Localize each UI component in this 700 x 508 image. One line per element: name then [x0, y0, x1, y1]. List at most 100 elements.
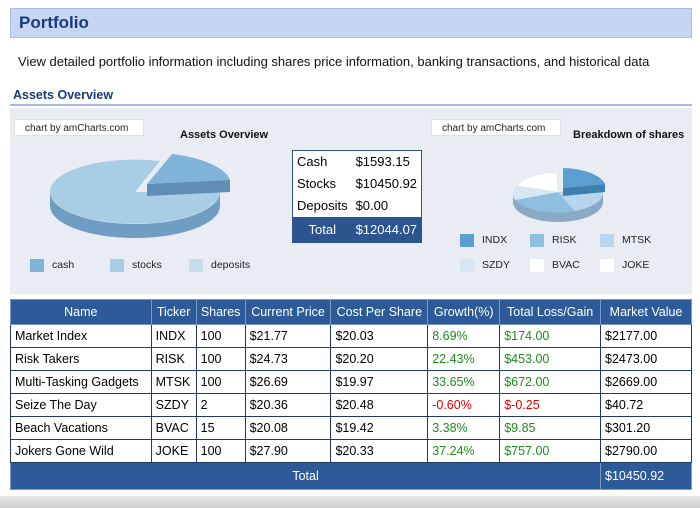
column-header-market-value[interactable]: Market Value	[600, 299, 692, 325]
summary-row: Deposits $0.00	[293, 195, 422, 217]
pie-slice-mtsk[interactable]	[558, 192, 604, 211]
column-header-cost-per-share[interactable]: Cost Per Share	[330, 299, 429, 325]
column-header-total-loss-gain[interactable]: Total Loss/Gain	[499, 299, 602, 325]
summary-value: $10450.92	[355, 176, 418, 191]
page-description: View detailed portfolio information incl…	[18, 54, 650, 69]
pie-slice-indx[interactable]	[563, 168, 605, 188]
table-row[interactable]: Jokers Gone Wild JOKE 100 $27.90 $20.33 …	[10, 439, 692, 463]
cell-growth: 33.65%	[427, 370, 501, 394]
pie-slice-stocks[interactable]	[50, 159, 220, 224]
column-header-ticker[interactable]: Ticker	[150, 299, 197, 325]
table-row[interactable]: Risk Takers RISK 100 $24.73 $20.20 22.43…	[10, 347, 692, 371]
column-header-name[interactable]: Name	[10, 299, 152, 325]
cell-market-value: $2177.00	[600, 324, 692, 348]
cell-market-value: $2669.00	[600, 370, 692, 394]
pie-slice-cash[interactable]	[147, 154, 230, 184]
cell-shares: 2	[195, 393, 246, 417]
cell-shares: 100	[195, 439, 246, 463]
cell-gain: $453.00	[499, 347, 602, 371]
page-title: Portfolio	[19, 13, 89, 32]
legend-cash: cash	[30, 258, 74, 272]
cell-market-value: $301.20	[600, 416, 692, 440]
chart-credit-link[interactable]: chart by amCharts.com	[14, 119, 144, 136]
legend-indx: INDX	[460, 233, 507, 247]
legend-swatch	[530, 258, 544, 272]
section-title: Assets Overview	[13, 88, 114, 102]
pie-slice-szdy[interactable]	[513, 186, 558, 200]
cell-ticker: RISK	[150, 347, 197, 371]
cell-cost: $20.48	[330, 393, 429, 417]
cell-price: $21.77	[244, 324, 332, 348]
summary-row: Stocks $10450.92	[293, 173, 422, 195]
legend-deposits: deposits	[189, 258, 250, 272]
table-header-row: Name Ticker Shares Current Price Cost Pe…	[10, 299, 692, 325]
cell-price: $20.36	[244, 393, 332, 417]
chart-credit-link[interactable]: chart by amCharts.com	[431, 119, 561, 136]
table-row[interactable]: Beach Vacations BVAC 15 $20.08 $19.42 3.…	[10, 416, 692, 440]
column-header-growth[interactable]: Growth(%)	[427, 299, 501, 325]
assets-summary-table: Cash $1593.15 Stocks $10450.92 Deposits …	[292, 150, 423, 243]
cell-cost: $20.03	[330, 324, 429, 348]
legend-swatch	[30, 258, 44, 272]
legend-bvac: BVAC	[530, 258, 580, 272]
assets-chart-title: Assets Overview	[180, 129, 269, 141]
pie-slice-risk[interactable]	[515, 192, 575, 213]
legend-swatch	[189, 258, 203, 272]
cell-price: $27.90	[244, 439, 332, 463]
shares-chart-title: Breakdown of shares	[573, 129, 685, 141]
cell-market-value: $2790.00	[600, 439, 692, 463]
legend-swatch	[530, 233, 544, 247]
cell-growth: 37.24%	[427, 439, 501, 463]
cell-gain: $174.00	[499, 324, 602, 348]
cell-growth: 3.38%	[427, 416, 501, 440]
cell-ticker: BVAC	[150, 416, 197, 440]
cell-shares: 100	[195, 370, 246, 394]
cell-price: $20.08	[244, 416, 332, 440]
cell-market-value: $40.72	[600, 393, 692, 417]
total-label: Total	[9, 462, 602, 490]
legend-swatch	[600, 233, 614, 247]
summary-row: Cash $1593.15	[293, 151, 422, 173]
legend-swatch	[460, 233, 474, 247]
total-market-value: $10450.92	[600, 462, 692, 490]
summary-value: $0.00	[355, 198, 389, 213]
cell-gain: $-0.25	[499, 393, 602, 417]
cell-shares: 100	[195, 324, 246, 348]
cell-name: Risk Takers	[10, 347, 152, 371]
cell-gain: $9.85	[499, 416, 602, 440]
pie-side	[513, 192, 603, 222]
summary-total-label: Total	[292, 216, 352, 243]
cell-price: $24.73	[244, 347, 332, 371]
shares-pie-chart	[513, 168, 605, 222]
page-header: Portfolio	[10, 8, 692, 38]
cell-ticker: SZDY	[150, 393, 197, 417]
cell-name: Beach Vacations	[10, 416, 152, 440]
table-row[interactable]: Multi-Tasking Gadgets MTSK 100 $26.69 $1…	[10, 370, 692, 394]
summary-total-value: $12044.07	[351, 216, 422, 243]
legend-swatch	[460, 258, 474, 272]
pie-slice-indx-side	[563, 184, 605, 196]
cell-ticker: INDX	[150, 324, 197, 348]
table-row[interactable]: Market Index INDX 100 $21.77 $20.03 8.69…	[10, 324, 692, 348]
summary-label: Cash	[297, 154, 328, 170]
column-header-current-price[interactable]: Current Price	[244, 299, 332, 325]
pie-slice-cash-side	[147, 180, 230, 196]
legend-swatch	[600, 258, 614, 272]
pie-slice-joke[interactable]	[516, 171, 559, 193]
cell-cost: $19.97	[330, 370, 429, 394]
column-header-shares[interactable]: Shares	[195, 299, 246, 325]
cell-market-value: $2473.00	[600, 347, 692, 371]
cell-ticker: JOKE	[150, 439, 197, 463]
cell-name: Multi-Tasking Gadgets	[10, 370, 152, 394]
cell-growth: -0.60%	[427, 393, 501, 417]
cell-name: Seize The Day	[10, 393, 152, 417]
summary-label: Stocks	[297, 176, 337, 191]
cell-growth: 8.69%	[427, 324, 501, 348]
cell-shares: 15	[195, 416, 246, 440]
holdings-table: Name Ticker Shares Current Price Cost Pe…	[9, 299, 692, 490]
assets-pie-chart	[50, 154, 230, 238]
legend-mtsk: MTSK	[600, 233, 651, 247]
cell-gain: $672.00	[499, 370, 602, 394]
cell-growth: 22.43%	[427, 347, 501, 371]
table-row[interactable]: Seize The Day SZDY 2 $20.36 $20.48 -0.60…	[10, 393, 692, 417]
